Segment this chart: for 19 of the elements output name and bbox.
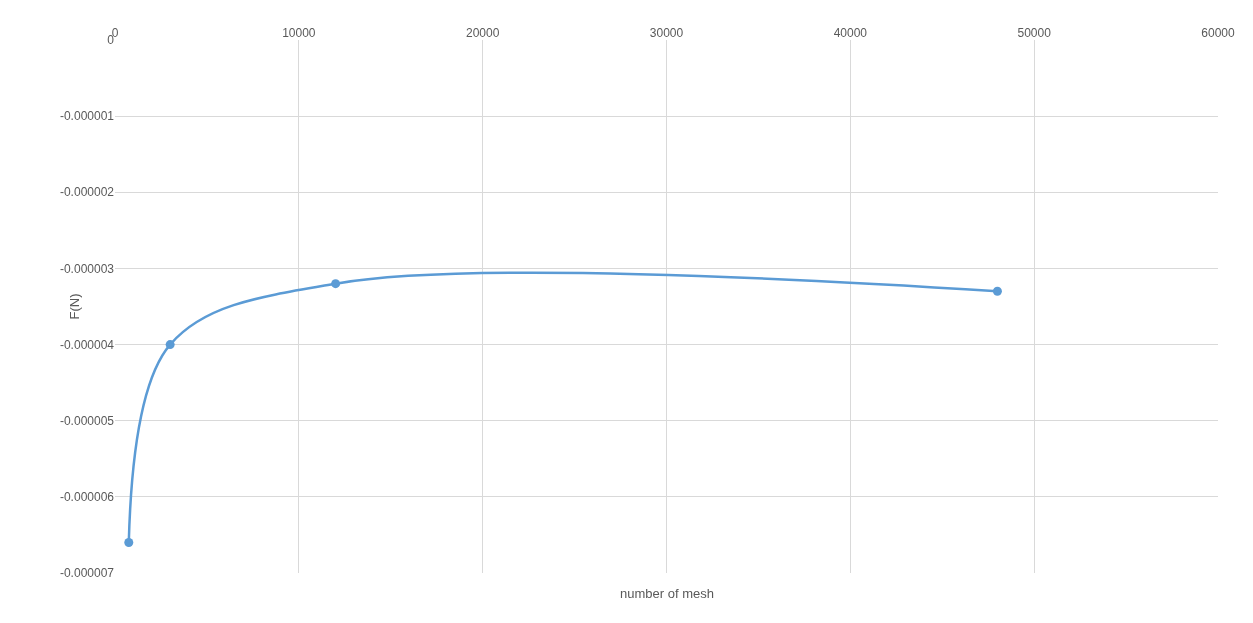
point [331,279,341,289]
y-axis-title: F(N) [67,293,82,320]
y-tick-label: -0.000007 [59,566,115,581]
x-tick-label: 40000 [833,25,868,40]
y-tick-label: -0.000001 [59,109,115,124]
y-tick-label: -0.000002 [59,185,115,200]
x-tick-label: 60000 [1201,25,1236,40]
y-tick-label: -0.000004 [59,337,115,352]
point [992,286,1002,296]
x-tick-label: 20000 [465,25,500,40]
y-tick-label: -0.000003 [59,261,115,276]
point [124,538,134,548]
x-tick-label: 50000 [1017,25,1052,40]
x-tick-label: 10000 [282,25,316,40]
y-tick-label: -0.000005 [59,413,115,428]
point [165,340,175,350]
y-tick-label: -0.000006 [59,490,115,505]
x-tick-label: 30000 [649,25,684,40]
x-axis-title: number of mesh [620,586,714,601]
